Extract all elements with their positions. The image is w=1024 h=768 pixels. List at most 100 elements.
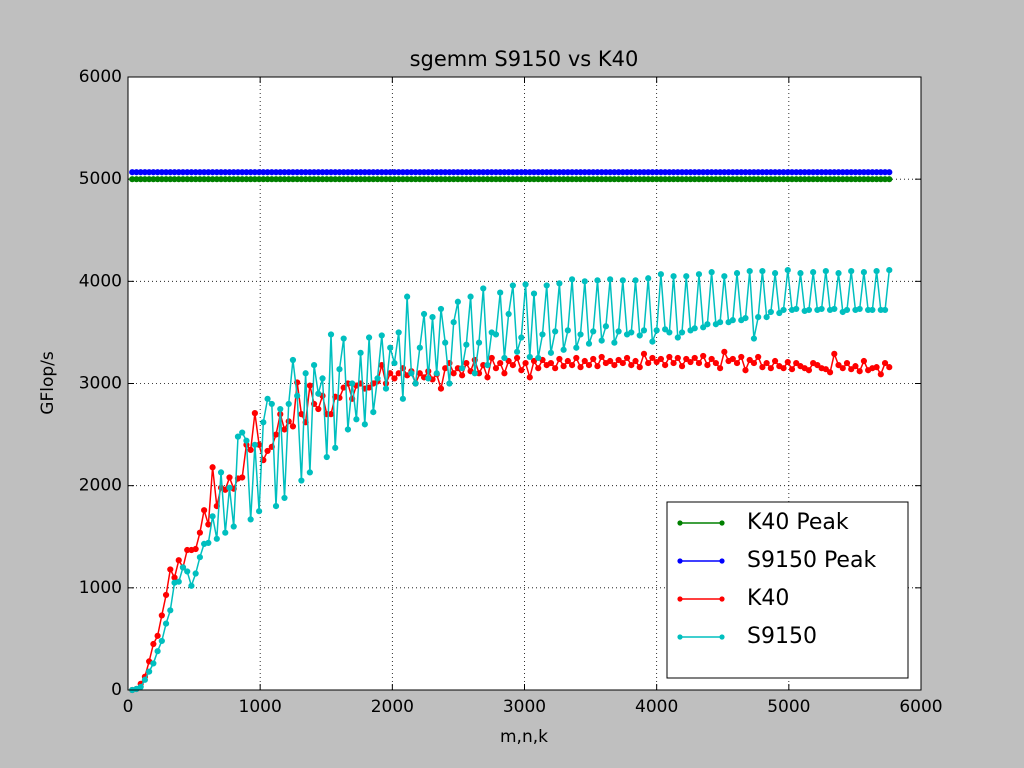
data-point — [459, 365, 466, 372]
data-point — [742, 315, 749, 322]
data-point — [881, 306, 889, 314]
data-point — [628, 329, 635, 336]
data-point — [416, 344, 423, 351]
data-point — [704, 362, 711, 369]
data-point — [678, 329, 686, 336]
data-point — [662, 326, 669, 333]
legend-label: K40 — [747, 586, 789, 611]
data-point — [649, 338, 656, 345]
data-point — [860, 269, 868, 276]
data-point — [509, 362, 516, 369]
data-point — [835, 270, 842, 277]
data-point — [759, 268, 766, 275]
data-point — [395, 329, 402, 336]
data-point — [860, 357, 868, 365]
data-point — [480, 285, 487, 292]
data-point — [146, 668, 153, 675]
y-axis-label: GFlop/s — [38, 351, 58, 415]
data-point — [526, 374, 533, 381]
series-line — [132, 270, 891, 691]
data-point — [662, 362, 669, 369]
data-point — [230, 523, 237, 530]
data-point — [501, 354, 508, 362]
data-point — [573, 344, 580, 351]
data-point — [814, 362, 821, 369]
data-point — [412, 380, 419, 387]
data-point — [429, 313, 436, 321]
data-point — [260, 419, 267, 426]
data-point — [454, 298, 461, 305]
data-point — [201, 507, 208, 514]
data-point — [522, 281, 529, 288]
data-point — [306, 469, 313, 476]
data-point — [141, 676, 149, 683]
data-point — [873, 364, 880, 371]
data-point — [674, 354, 681, 362]
data-point — [505, 357, 512, 365]
data-point — [733, 270, 741, 277]
data-point — [577, 331, 584, 338]
legend-marker — [719, 520, 725, 526]
data-point — [886, 266, 893, 274]
data-point — [721, 273, 728, 280]
data-point — [598, 353, 605, 361]
data-point — [539, 331, 546, 338]
data-point — [391, 359, 398, 367]
data-point — [382, 385, 390, 392]
data-point — [767, 308, 774, 316]
data-point — [349, 380, 356, 387]
data-point — [628, 362, 635, 369]
data-point — [755, 313, 762, 321]
data-point — [391, 375, 398, 382]
x-tick-label: 6000 — [899, 697, 942, 717]
data-point — [272, 503, 280, 510]
data-point — [184, 568, 191, 575]
data-point — [488, 354, 495, 362]
data-point — [564, 327, 571, 334]
data-point — [678, 363, 686, 370]
data-point — [467, 293, 474, 300]
data-point — [154, 648, 161, 655]
data-point — [585, 362, 593, 369]
y-tick-label: 4000 — [79, 271, 122, 291]
data-point — [463, 341, 470, 348]
data-point — [645, 359, 652, 367]
data-point — [683, 355, 690, 363]
x-tick-label: 5000 — [767, 697, 810, 717]
data-point — [420, 310, 428, 318]
data-point — [239, 474, 246, 481]
data-point — [543, 282, 550, 289]
data-point — [831, 305, 838, 313]
data-point — [700, 324, 707, 331]
data-point — [530, 290, 538, 297]
data-point — [848, 366, 855, 373]
data-point — [831, 350, 838, 357]
data-point — [336, 366, 343, 373]
data-point — [319, 375, 326, 382]
data-point — [611, 362, 618, 369]
data-point — [497, 289, 504, 296]
data-point — [437, 305, 445, 313]
data-point — [535, 365, 542, 372]
data-point — [497, 359, 504, 367]
data-point — [222, 529, 229, 536]
data-point — [721, 348, 728, 355]
data-point — [771, 357, 779, 365]
data-point — [535, 354, 542, 362]
data-point — [746, 356, 753, 364]
x-tick-label: 1000 — [239, 697, 282, 717]
data-point — [780, 365, 787, 372]
data-point — [695, 359, 703, 367]
data-point — [323, 453, 330, 461]
data-point — [805, 367, 813, 374]
data-point — [344, 426, 352, 433]
data-point — [492, 331, 500, 338]
data-point — [387, 344, 394, 351]
data-point — [137, 683, 144, 691]
data-point — [843, 359, 851, 367]
data-point — [856, 305, 863, 313]
series — [129, 266, 893, 694]
data-point — [530, 357, 538, 365]
data-point — [793, 359, 800, 367]
